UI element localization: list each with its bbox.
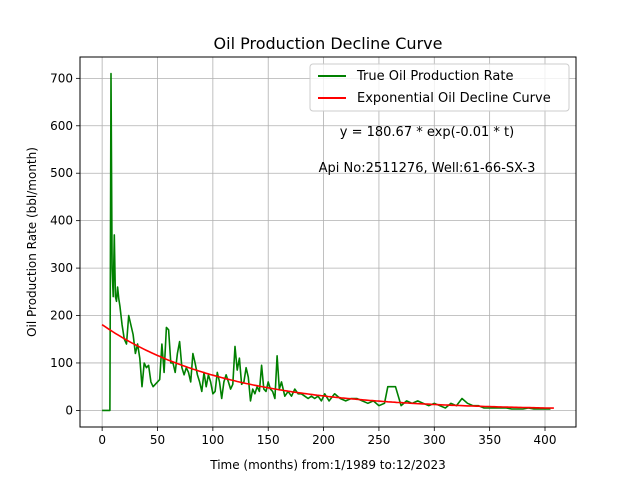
- x-tick-label: 0: [98, 433, 106, 447]
- x-tick-label: 350: [478, 433, 501, 447]
- x-tick-label: 100: [201, 433, 224, 447]
- x-tick-label: 200: [312, 433, 335, 447]
- x-tick-label: 250: [367, 433, 390, 447]
- series-lines: [101, 72, 554, 412]
- y-tick-label: 700: [50, 71, 73, 85]
- well-annotation: Api No:2511276, Well:61-66-SX-3: [319, 161, 536, 176]
- exponential-decline-curve-line: [101, 324, 554, 409]
- legend: True Oil Production Rate Exponential Oil…: [309, 63, 570, 112]
- x-axis-label: Time (months) from:1/1989 to:12/2023: [209, 458, 446, 472]
- axis-ticks: 0 50 100 150 200 250 300 350 400 0 100 200 300 400 500…: [50, 71, 556, 447]
- chart-title: Oil Production Decline Curve: [214, 34, 443, 53]
- y-tick-label: 300: [50, 261, 73, 275]
- plot-frame: [79, 56, 577, 428]
- legend-label-exponential-curve: Exponential Oil Decline Curve: [357, 91, 551, 106]
- equation-annotation: y = 180.67 * exp(-0.01 * t): [340, 125, 514, 140]
- y-tick-label: 0: [65, 403, 73, 417]
- legend-label-true-rate: True Oil Production Rate: [356, 69, 513, 84]
- x-tick-label: 50: [150, 433, 165, 447]
- y-axis-label: Oil Production Rate (bbl/month): [25, 147, 39, 337]
- y-tick-label: 600: [50, 119, 73, 133]
- y-tick-label: 100: [50, 356, 73, 370]
- legend-box: [309, 63, 570, 112]
- grid: [80, 57, 576, 427]
- x-tick-label: 300: [423, 433, 446, 447]
- y-tick-label: 400: [50, 214, 73, 228]
- x-tick-label: 400: [534, 433, 557, 447]
- y-tick-label: 200: [50, 309, 73, 323]
- x-tick-label: 150: [257, 433, 280, 447]
- y-tick-label: 500: [50, 166, 73, 180]
- true-production-rate-line: [102, 72, 551, 412]
